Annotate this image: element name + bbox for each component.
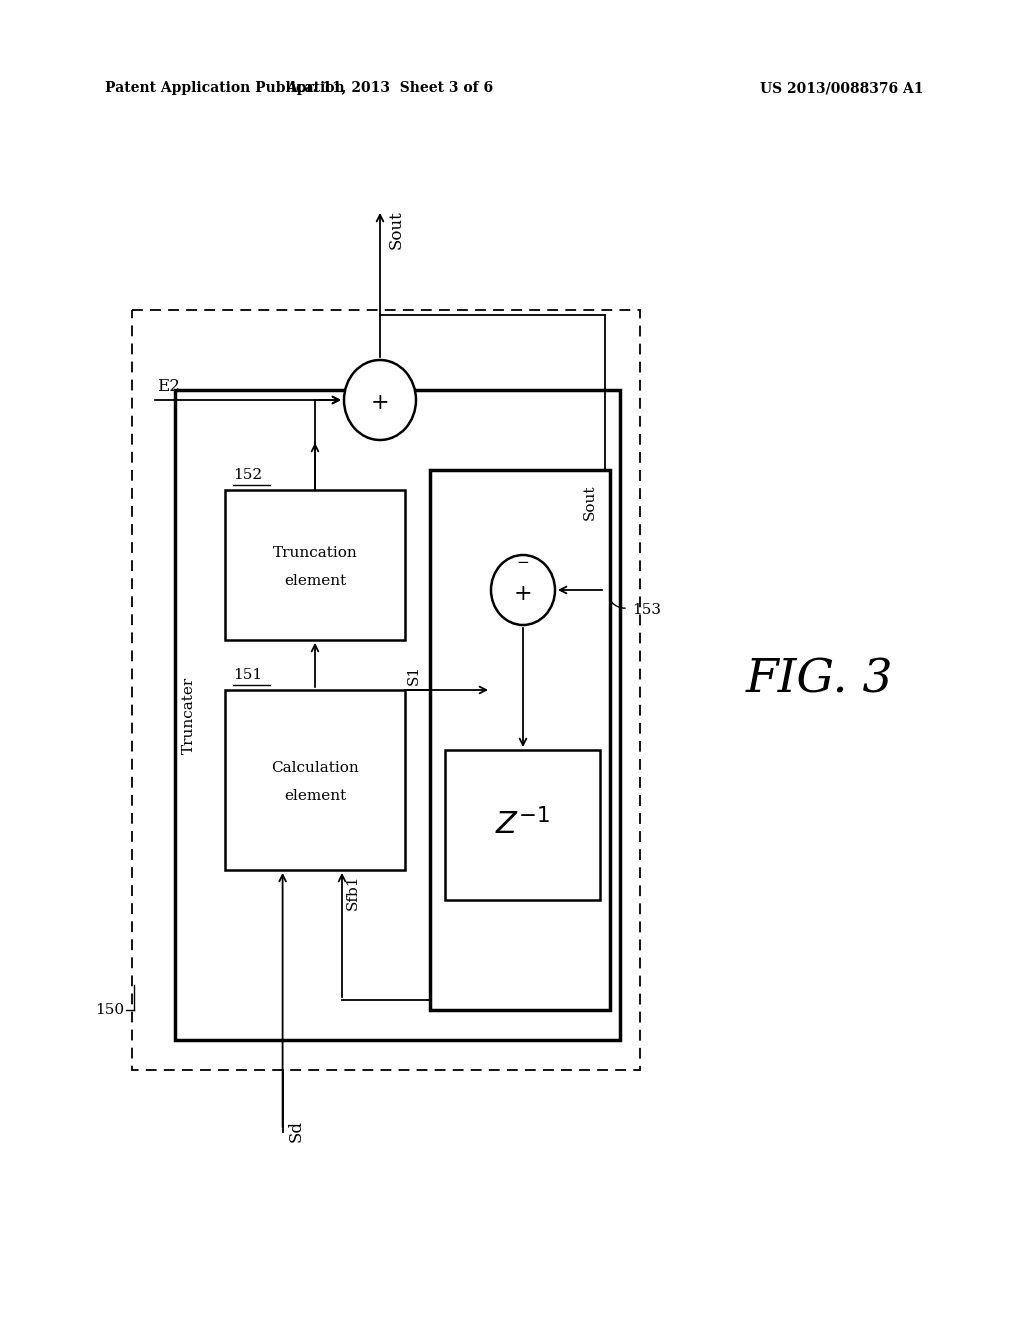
Text: element: element xyxy=(284,789,346,803)
Text: 150: 150 xyxy=(95,1003,124,1016)
Ellipse shape xyxy=(344,360,416,440)
Text: Sfb1: Sfb1 xyxy=(346,875,360,911)
Text: Truncater: Truncater xyxy=(182,676,196,754)
Text: Sd: Sd xyxy=(288,1119,304,1142)
Bar xyxy=(175,389,620,1040)
Text: −: − xyxy=(517,556,529,570)
Text: $Z^{-1}$: $Z^{-1}$ xyxy=(495,809,550,841)
Text: US 2013/0088376 A1: US 2013/0088376 A1 xyxy=(760,81,924,95)
Text: +: + xyxy=(371,392,389,414)
Text: element: element xyxy=(284,574,346,587)
Text: FIG. 3: FIG. 3 xyxy=(746,657,894,702)
Text: E2: E2 xyxy=(157,378,180,395)
Text: Sout: Sout xyxy=(388,211,406,249)
Text: Apr. 11, 2013  Sheet 3 of 6: Apr. 11, 2013 Sheet 3 of 6 xyxy=(287,81,494,95)
Text: 153: 153 xyxy=(632,603,662,616)
Bar xyxy=(225,490,406,640)
Text: Patent Application Publication: Patent Application Publication xyxy=(105,81,345,95)
Text: S1: S1 xyxy=(407,665,421,685)
Text: 151: 151 xyxy=(233,668,262,682)
Text: Sout: Sout xyxy=(583,484,597,520)
Text: +: + xyxy=(514,583,532,605)
Bar xyxy=(430,470,610,1010)
Text: 152: 152 xyxy=(233,469,262,482)
Bar xyxy=(132,310,640,1071)
Ellipse shape xyxy=(490,554,555,624)
Text: Calculation: Calculation xyxy=(271,762,358,775)
Text: Truncation: Truncation xyxy=(272,546,357,560)
Bar xyxy=(445,750,600,900)
Bar xyxy=(225,690,406,870)
